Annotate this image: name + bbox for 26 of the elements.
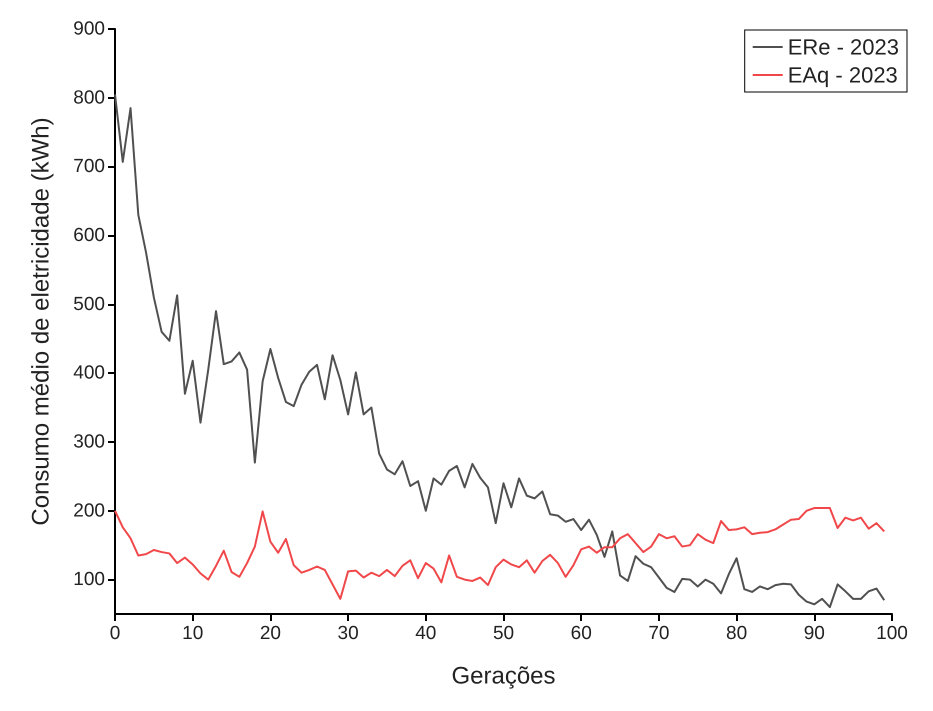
y-tick-label: 900: [73, 18, 105, 40]
y-tick-label: 200: [73, 500, 105, 522]
y-tick-label: 400: [73, 362, 105, 384]
y-axis-title: Consumo médio de eletricidade (kWh): [28, 117, 54, 526]
x-tick-label: 70: [648, 623, 670, 644]
y-tick-label: 300: [73, 431, 105, 452]
y-tick-label: 100: [73, 569, 105, 590]
x-tick-label: 40: [415, 623, 436, 644]
x-tick-label: 80: [726, 623, 748, 644]
line-series: [114, 93, 886, 608]
x-tick-label: 100: [876, 623, 908, 644]
y-tick-label: 600: [73, 224, 105, 246]
x-tick-label: 50: [492, 623, 514, 644]
x-tick-label: 30: [338, 623, 359, 644]
y-tick-label: 800: [73, 87, 105, 108]
line-series: [114, 507, 886, 600]
legend-label: ERe - 2023: [788, 34, 900, 60]
x-tick-label: 60: [570, 623, 592, 644]
x-tick-label: 20: [260, 623, 281, 644]
x-axis-title: Gerações: [451, 662, 556, 690]
x-tick-label: 10: [182, 623, 204, 644]
y-tick-label: 700: [73, 156, 105, 178]
y-tick-label: 500: [73, 294, 105, 315]
x-tick-label: 0: [110, 623, 120, 644]
legend-label: EAq - 2023: [788, 62, 898, 88]
x-tick-label: 90: [804, 623, 825, 644]
